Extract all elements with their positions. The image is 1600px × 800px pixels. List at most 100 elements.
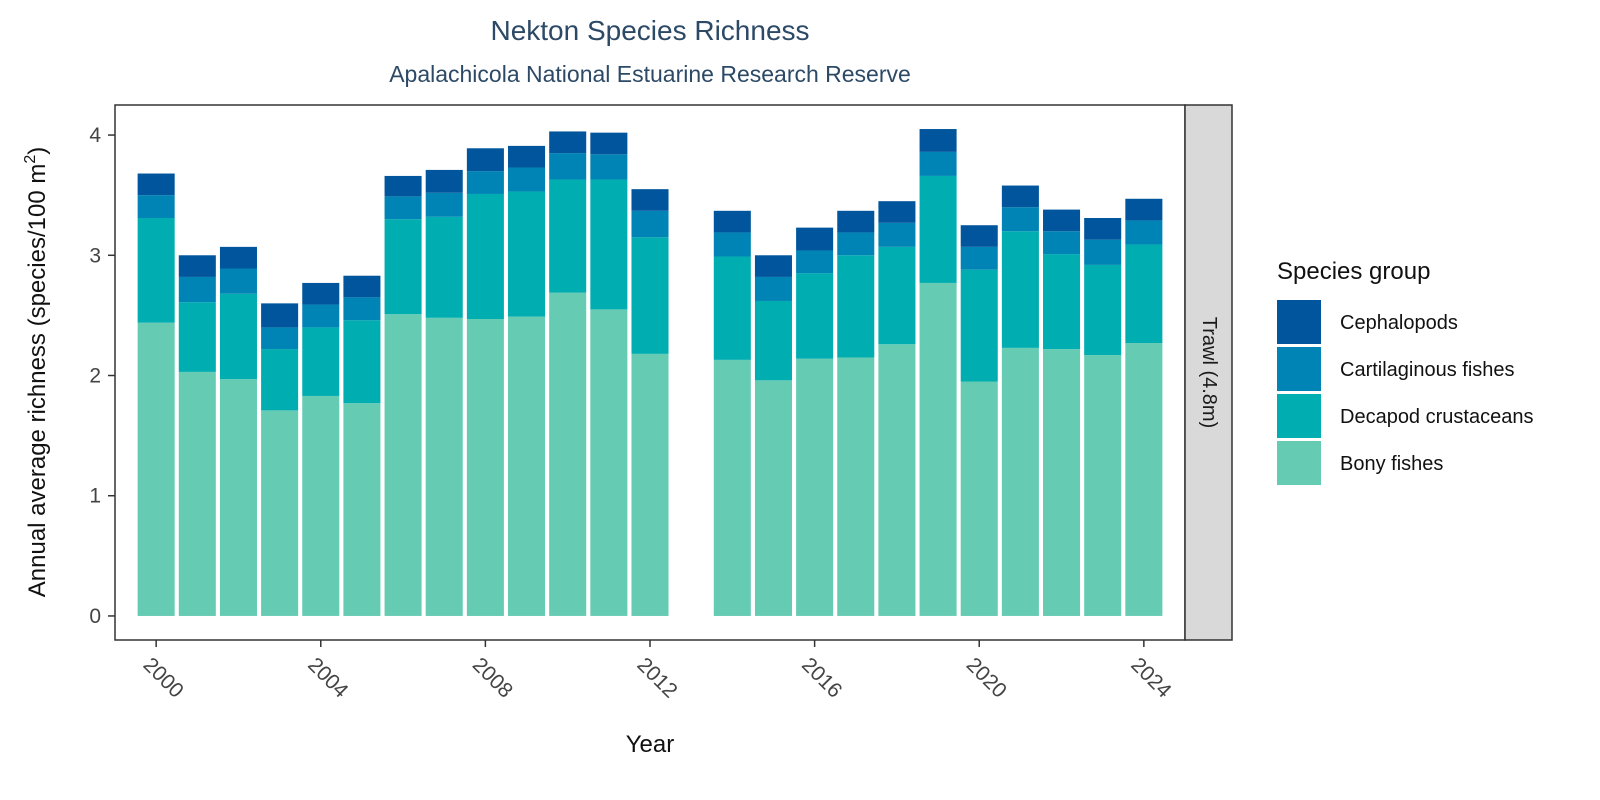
bar-2015-cartilaginous-fishes (754, 276, 792, 301)
legend-label-decapod-crustaceans: Decapod crustaceans (1340, 406, 1533, 428)
bar-2024-cartilaginous-fishes (1125, 220, 1163, 245)
bar-2005-cartilaginous-fishes (343, 297, 381, 321)
bar-2007-cartilaginous-fishes (425, 192, 463, 217)
legend-swatch-cartilaginous-fishes (1277, 347, 1321, 391)
bar-2021-decapod-crustaceans (1001, 231, 1039, 348)
bar-2008-cephalopods (466, 148, 504, 172)
x-tick-label: 2008 (468, 653, 517, 702)
bar-2024-decapod-crustaceans (1125, 244, 1163, 344)
legend: Cephalopods Cartilaginous fishes Decapod c… (1277, 300, 1533, 485)
legend-swatch-decapod-crustaceans (1277, 394, 1321, 438)
bar-2006-decapod-crustaceans (384, 219, 422, 315)
bar-2017-decapod-crustaceans (837, 255, 875, 358)
x-axis: 2000 2004 2008 2012 2016 2020 2024 (139, 640, 1176, 703)
bar-2004-cartilaginous-fishes (302, 304, 340, 328)
bar-2002-cartilaginous-fishes (219, 268, 257, 294)
bar-2016-cartilaginous-fishes (796, 250, 834, 274)
bar-2002-cephalopods (219, 246, 257, 269)
bar-2019-cephalopods (919, 129, 957, 152)
legend-swatch-bony-fishes (1277, 441, 1321, 485)
bar-2001-decapod-crustaceans (178, 302, 216, 372)
bar-2000-cartilaginous-fishes (137, 195, 175, 219)
bar-2014-bony-fishes (713, 359, 751, 616)
bar-2003-cartilaginous-fishes (261, 327, 299, 350)
facet-strip (1184, 104, 1233, 641)
legend-label-bony-fishes: Bony fishes (1340, 453, 1443, 475)
bar-2006-cartilaginous-fishes (384, 196, 422, 220)
bar-2019-cartilaginous-fishes (919, 151, 957, 176)
legend-title: Species group (1277, 258, 1430, 285)
bar-2019-decapod-crustaceans (919, 175, 957, 283)
y-tick-label: 1 (89, 485, 101, 508)
bar-2005-bony-fishes (343, 403, 381, 616)
bar-2015-decapod-crustaceans (754, 300, 792, 381)
bar-2015-cephalopods (754, 255, 792, 277)
y-axis-title-main: Annual average richness (species/100 m (24, 164, 51, 598)
bar-2004-cephalopods (302, 282, 340, 305)
bar-2000-decapod-crustaceans (137, 218, 175, 323)
bar-2006-cephalopods (384, 175, 422, 197)
chart-subtitle: Apalachicola National Estuarine Research… (389, 61, 911, 87)
chart-title: Nekton Species Richness (490, 15, 809, 46)
bar-2000-bony-fishes (137, 322, 175, 616)
bar-2020-cartilaginous-fishes (960, 246, 998, 270)
y-axis-title-superscript: 2 (22, 155, 39, 164)
bar-2011-bony-fishes (590, 309, 628, 616)
bar-2023-bony-fishes (1084, 355, 1122, 616)
bar-2020-bony-fishes (960, 381, 998, 616)
bar-2012-bony-fishes (631, 353, 669, 616)
bar-2010-bony-fishes (549, 292, 587, 616)
bar-2005-cephalopods (343, 275, 381, 298)
bar-2016-decapod-crustaceans (796, 273, 834, 359)
bar-2011-decapod-crustaceans (590, 179, 628, 310)
bar-2018-cephalopods (878, 201, 916, 223)
bar-2022-bony-fishes (1043, 349, 1081, 616)
bar-2014-cartilaginous-fishes (713, 232, 751, 257)
bar-2020-cephalopods (960, 225, 998, 247)
x-axis-title: Year (626, 731, 675, 758)
bar-2009-bony-fishes (508, 316, 546, 616)
x-tick-label: 2016 (797, 653, 846, 702)
bar-2022-decapod-crustaceans (1043, 254, 1081, 350)
bar-2003-decapod-crustaceans (261, 349, 299, 411)
bar-2001-cartilaginous-fishes (178, 276, 216, 303)
bar-2007-bony-fishes (425, 317, 463, 616)
bar-2008-cartilaginous-fishes (466, 171, 504, 194)
bar-2000-cephalopods (137, 173, 175, 196)
bar-2017-cephalopods (837, 210, 875, 233)
y-axis-title-close: ) (24, 147, 51, 155)
bar-2019-bony-fishes (919, 282, 957, 616)
bar-2021-bony-fishes (1001, 347, 1039, 616)
bar-2021-cartilaginous-fishes (1001, 207, 1039, 232)
bar-2008-decapod-crustaceans (466, 193, 504, 319)
bar-2002-bony-fishes (219, 379, 257, 616)
bar-2024-cephalopods (1125, 198, 1163, 221)
bar-2010-cephalopods (549, 131, 587, 154)
bar-2009-cephalopods (508, 145, 546, 168)
y-tick-label: 2 (89, 365, 101, 388)
bar-2022-cartilaginous-fishes (1043, 231, 1081, 255)
bar-2009-cartilaginous-fishes (508, 167, 546, 192)
bar-2021-cephalopods (1001, 185, 1039, 208)
bar-2011-cartilaginous-fishes (590, 154, 628, 180)
legend-label-cephalopods: Cephalopods (1340, 312, 1458, 334)
bar-2004-bony-fishes (302, 395, 340, 616)
x-tick-label: 2000 (139, 653, 188, 702)
x-tick-label: 2012 (632, 653, 681, 702)
bar-2023-cartilaginous-fishes (1084, 239, 1122, 265)
bar-2017-bony-fishes (837, 357, 875, 616)
bar-2018-cartilaginous-fishes (878, 222, 916, 247)
x-tick-label: 2020 (962, 653, 1011, 702)
bar-2008-bony-fishes (466, 319, 504, 616)
bar-2010-decapod-crustaceans (549, 179, 587, 293)
bar-2012-decapod-crustaceans (631, 237, 669, 354)
bar-2003-cephalopods (261, 303, 299, 328)
bar-2007-cephalopods (425, 169, 463, 193)
bar-2014-decapod-crustaceans (713, 256, 751, 360)
y-axis: 0 1 2 3 4 (89, 124, 115, 628)
bar-2003-bony-fishes (261, 410, 299, 616)
bar-2012-cephalopods (631, 189, 669, 211)
y-axis-title: Annual average richness (species/100 m2) (22, 147, 51, 597)
bar-2002-decapod-crustaceans (219, 293, 257, 380)
